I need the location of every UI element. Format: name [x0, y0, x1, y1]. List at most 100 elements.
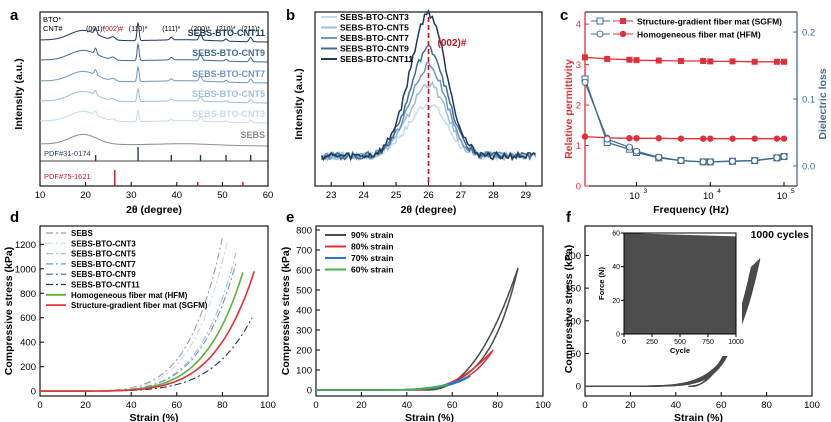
- y2-axis-label: Dielectric loss: [817, 68, 829, 139]
- x-tick-label: 0: [582, 400, 587, 411]
- y-tick-label: 1: [576, 141, 581, 152]
- y-tick-label: 100: [296, 366, 312, 377]
- panel-letter-f: f: [566, 209, 572, 226]
- panel-d-compression: 0 20 40 60 80 100020040060080010001200Strain …: [3, 225, 276, 422]
- permittivity-point: [581, 133, 589, 140]
- permittivity-point: [780, 135, 788, 142]
- loss-point: [633, 147, 641, 155]
- permittivity-point: [582, 54, 588, 61]
- panel-letter-e: e: [286, 209, 294, 226]
- y-tick-label: 700: [296, 246, 312, 257]
- loss-point: [751, 157, 759, 165]
- inset-x-tick-label: 250: [646, 339, 658, 346]
- legend-label: SEBS-BTO-CNT5: [340, 23, 409, 33]
- inset-y-tick-label: 20: [612, 298, 620, 305]
- legend-label: Homogeneous fiber mat (HFM): [71, 291, 188, 300]
- x-tick-label: 60: [172, 400, 183, 411]
- hysteresis-loop: [316, 383, 448, 391]
- loss-point: [603, 135, 611, 143]
- legend-label: 60% strain: [351, 265, 394, 275]
- y-tick-label: 0: [576, 182, 581, 193]
- hysteresis-loop: [316, 267, 519, 391]
- x-axis-label: 2θ (degree): [126, 204, 182, 216]
- legend-loss-marker: [596, 30, 604, 38]
- legend-label: SEBS-BTO-CNT3: [340, 12, 409, 22]
- x-tick-label: 60: [263, 190, 274, 201]
- x-tick-label: 100: [804, 400, 820, 411]
- cycle-loop: [585, 266, 753, 387]
- legend-loss-marker: [596, 17, 604, 25]
- x-tick-label: 100: [535, 400, 551, 411]
- stress-curve: [40, 271, 256, 392]
- xrd-series-line: [40, 133, 268, 147]
- permittivity-point: [707, 135, 714, 142]
- panel-e-frame: [315, 225, 544, 397]
- inset-y-axis-label: Force (N): [597, 267, 606, 300]
- x-tick-label: 60: [447, 400, 458, 411]
- loss-point: [780, 153, 788, 161]
- x-tick-label: 60: [716, 400, 727, 411]
- x-tick-label: 20: [80, 400, 91, 411]
- panel-d-frame: [39, 225, 269, 397]
- y-tick-label: 100: [565, 316, 581, 327]
- x-tick-label: 20: [356, 400, 367, 411]
- permittivity-point: [604, 55, 611, 62]
- legend-label: SEBS-BTO-CNT7: [71, 260, 136, 269]
- series-label: SEBS-BTO-CNT7: [192, 69, 265, 79]
- y-axis-label: Compressive stress (kPa): [280, 247, 292, 375]
- y-axis-label: Compressive stress (kPa): [563, 245, 575, 373]
- x-tick-label: 10: [35, 190, 46, 201]
- stress-curve: [40, 252, 237, 392]
- legend-label: Structure-gradient fiber mat (SGFM): [637, 17, 782, 27]
- permittivity-line: [584, 56, 784, 63]
- permittivity-point: [751, 58, 758, 65]
- inset-y-tick-label: 60: [612, 231, 620, 238]
- legend-label: Homogeneous fiber mat (HFM): [637, 30, 761, 40]
- permittivity-point: [626, 56, 633, 63]
- x-axis-label: Frequency (Hz): [653, 204, 729, 216]
- y-axis-label: Intensity (a.u.): [13, 58, 25, 129]
- y-axis-label: Intensity (a.u.): [293, 68, 305, 139]
- y-tick-label: 0: [576, 382, 581, 393]
- x-tick-label: 40: [402, 400, 413, 411]
- panel-f-frame: [584, 225, 813, 397]
- loss-point: [773, 154, 781, 162]
- x-tick-label: 29: [520, 190, 531, 201]
- x-tick-label: 80: [761, 400, 772, 411]
- x-tick-exponent: 5: [791, 188, 795, 195]
- xrd-series-line: [40, 109, 268, 124]
- permittivity-point: [707, 58, 714, 65]
- legend-label: SEBS-BTO-CNT3: [71, 239, 136, 248]
- peak-label: (210)*: [217, 26, 236, 33]
- panel-letter-b: b: [286, 7, 295, 24]
- y-tick-label: 600: [20, 313, 36, 324]
- inset-x-tick-label: 0: [622, 339, 626, 346]
- panel-letter-d: d: [10, 209, 19, 226]
- x-tick-label: 25: [391, 190, 402, 201]
- permittivity-point: [773, 135, 781, 142]
- y2-tick-label: 0.1: [802, 95, 815, 106]
- loss-point: [699, 158, 707, 166]
- y-tick-label: 400: [20, 338, 36, 349]
- loss-point: [677, 157, 685, 165]
- peak-annotation: (002)#: [438, 38, 467, 49]
- loss-line: [584, 78, 785, 163]
- loss-point: [625, 143, 633, 151]
- legend-header-bto: BTO*: [43, 15, 61, 24]
- x-tick-label: 10: [703, 191, 714, 202]
- x-tick-label: 0: [313, 400, 318, 411]
- permittivity-point: [773, 58, 780, 65]
- permittivity-point: [633, 135, 640, 142]
- permittivity-point: [626, 135, 633, 142]
- inset-x-tick-label: 1000: [728, 339, 744, 346]
- x-tick-label: 10: [629, 191, 640, 202]
- x-tick-label: 80: [492, 400, 503, 411]
- permittivity-point: [655, 135, 662, 142]
- hysteresis-loop: [316, 375, 471, 391]
- x-tick-label: 23: [326, 190, 337, 201]
- y-tick-label: 0: [31, 387, 36, 398]
- y2-tick-label: 0.2: [802, 28, 815, 39]
- x-axis-label: Strain (%): [674, 412, 723, 422]
- legend-label: SEBS-BTO-CNT11: [340, 54, 413, 64]
- y-tick-label: 200: [565, 251, 581, 262]
